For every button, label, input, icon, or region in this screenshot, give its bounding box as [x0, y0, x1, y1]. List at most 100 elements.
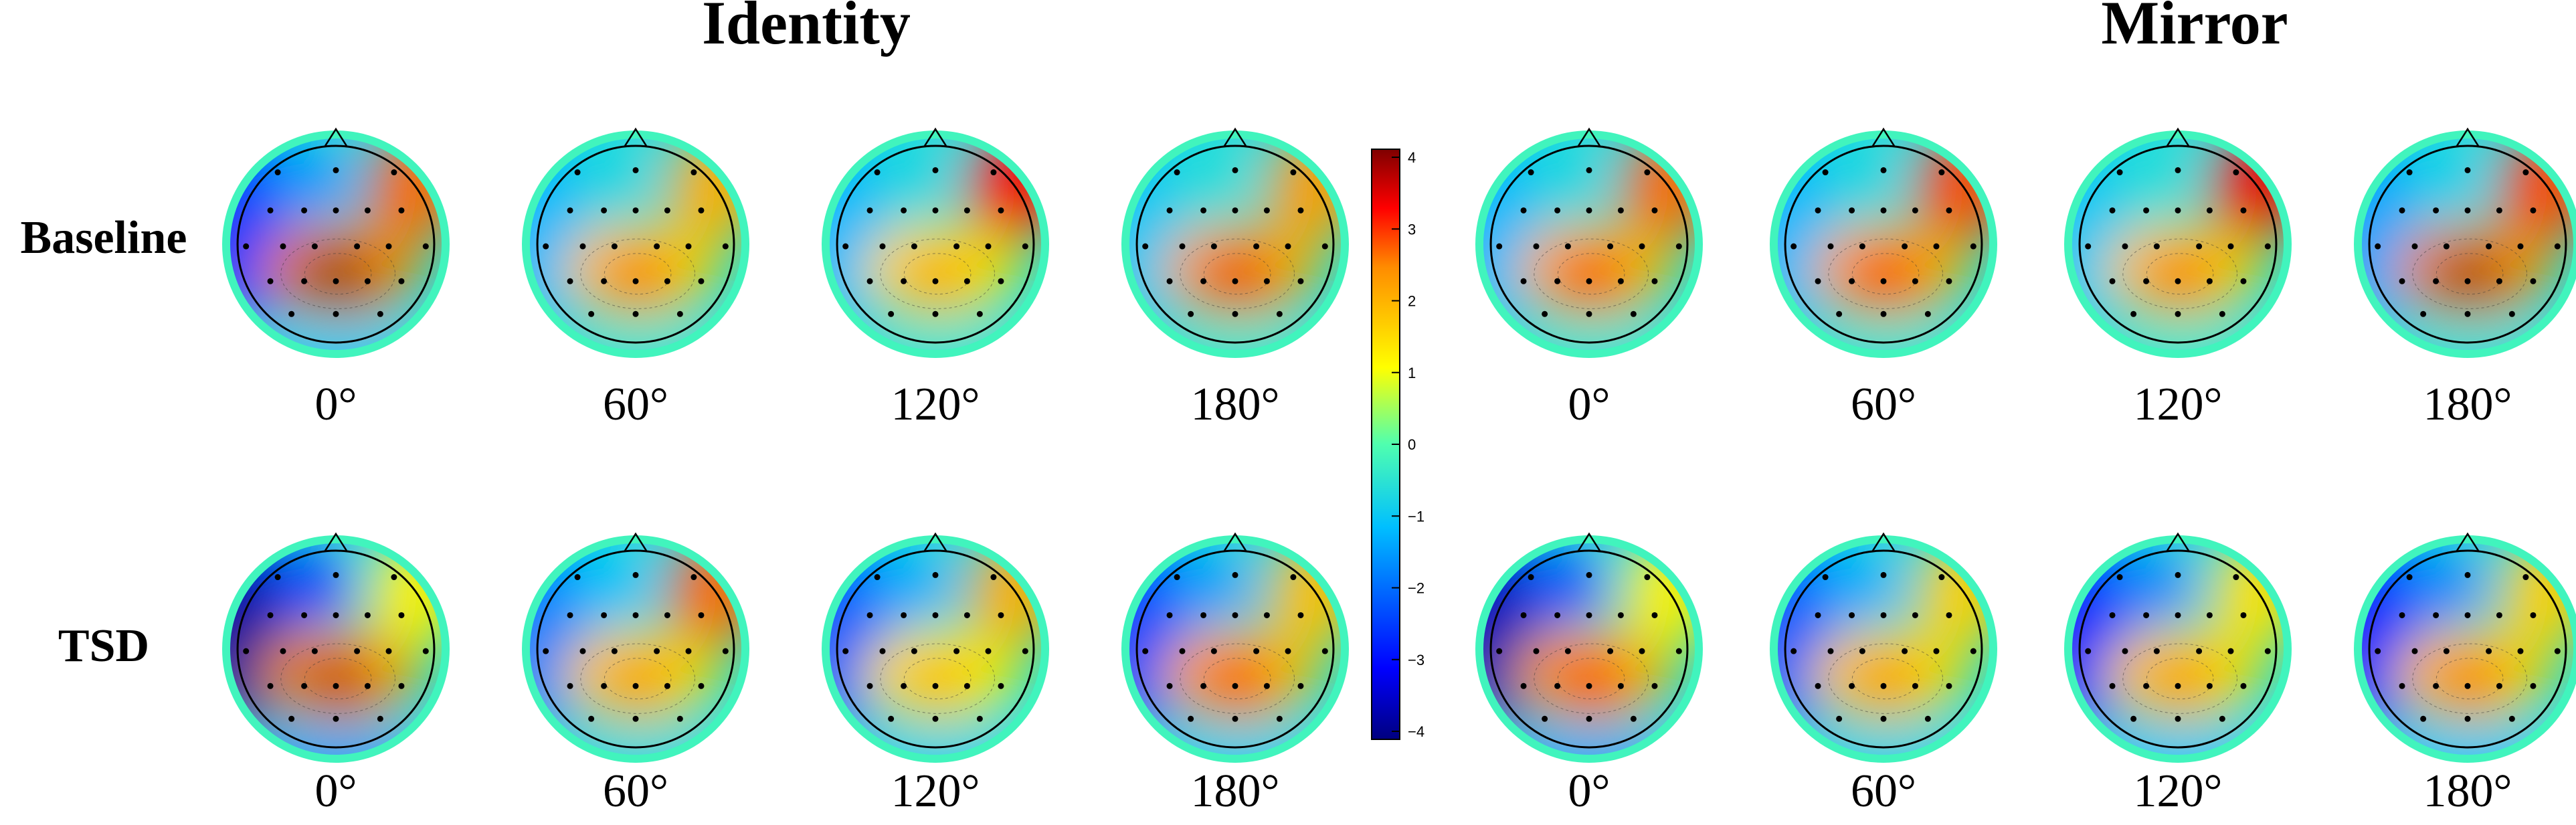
electrode: [601, 207, 608, 213]
topomap-mirror-tsd-2-nose: [2166, 532, 2190, 551]
electrode: [2508, 715, 2515, 722]
electrode: [1849, 278, 1855, 284]
electrode: [1232, 278, 1238, 284]
electrode: [267, 278, 274, 284]
electrode: [1880, 167, 1887, 173]
electrode: [2420, 715, 2427, 722]
electrode: [1263, 278, 1270, 284]
electrode: [2085, 648, 2092, 654]
electrode: [990, 169, 997, 176]
electrode: [2496, 278, 2502, 284]
electrode: [1822, 169, 1829, 176]
topomap-identity-tsd-2-angle-label: 120°: [891, 765, 980, 817]
electrode: [1651, 612, 1658, 618]
electrode: [2464, 612, 2471, 618]
electrode: [879, 648, 886, 654]
electrode: [567, 278, 573, 284]
colorbar-tick-label: −2: [1408, 580, 1424, 597]
topomap-mirror-tsd-1-electrodes: [1790, 571, 1976, 722]
electrode: [632, 310, 639, 317]
electrode: [1849, 612, 1855, 618]
electrode: [1142, 648, 1149, 654]
electrode: [1946, 612, 1952, 618]
electrode: [654, 243, 660, 250]
electrode: [2175, 207, 2181, 213]
topomap-identity-baseline-3: [1121, 127, 1349, 358]
electrode: [1815, 207, 1821, 213]
electrode: [2175, 278, 2181, 284]
electrode: [2530, 682, 2537, 689]
electrode: [2240, 207, 2247, 213]
topomap-identity-tsd-2-head-outline: [836, 549, 1035, 749]
electrode: [333, 682, 339, 689]
electrode: [632, 715, 639, 722]
electrode: [932, 167, 939, 173]
electrode: [888, 715, 895, 722]
topomap-mirror-baseline-3-peak-region: [2427, 248, 2508, 304]
topomap-mirror-baseline-1-electrodes: [1790, 167, 1976, 317]
electrode: [2406, 574, 2413, 581]
electrode: [1290, 169, 1297, 176]
electrode: [901, 612, 907, 618]
electrode: [601, 612, 608, 618]
electrode: [243, 648, 250, 654]
electrode: [1586, 207, 1592, 213]
topomap-identity-tsd-0-electrodes: [243, 571, 429, 722]
topomap-mirror-tsd-1-frontal-region: [1809, 548, 1905, 623]
electrode: [1912, 278, 1918, 284]
electrode: [1815, 682, 1821, 689]
electrode: [698, 278, 705, 284]
electrode: [1210, 243, 1217, 250]
electrode: [1166, 278, 1173, 284]
electrode: [364, 278, 371, 284]
electrode: [2496, 612, 2502, 618]
topomap-mirror-baseline-3-angle-label: 180°: [2423, 379, 2512, 430]
topomap-mirror-tsd-0-frontal-region: [1515, 548, 1611, 623]
electrode: [333, 715, 339, 722]
electrode: [301, 682, 308, 689]
electrode: [1022, 648, 1028, 654]
colorbar-tick-label: 3: [1408, 221, 1416, 238]
electrode: [601, 682, 608, 689]
electrode: [2433, 207, 2440, 213]
electrode: [879, 243, 886, 250]
electrode: [280, 648, 286, 654]
electrode: [1880, 682, 1887, 689]
colorbar-tick-label: 4: [1408, 149, 1416, 166]
electrode: [2175, 612, 2181, 618]
electrode: [567, 682, 573, 689]
electrode: [1617, 682, 1624, 689]
colorbar-tick-label: 1: [1408, 365, 1416, 381]
electrode: [1542, 310, 1548, 317]
electrode: [385, 648, 392, 654]
topomap-identity-tsd-2-nose: [923, 532, 947, 551]
electrode: [1607, 648, 1614, 654]
topomap-identity-tsd-2-electrodes: [842, 571, 1028, 722]
electrode: [2206, 612, 2213, 618]
electrode: [998, 207, 1004, 213]
electrode: [691, 169, 697, 176]
topomap-mirror-baseline-2-frontal-region: [2104, 143, 2199, 218]
electrode: [1617, 207, 1624, 213]
topomap-mirror-tsd-1-head-outline: [1784, 549, 1983, 749]
electrode: [611, 243, 618, 250]
electrode: [1290, 574, 1297, 581]
electrode: [932, 207, 939, 213]
topomap-mirror-tsd-0-nose: [1577, 532, 1601, 551]
electrode: [1188, 715, 1194, 722]
electrode: [1263, 207, 1270, 213]
topomap-mirror-tsd-3-electrodes: [2375, 571, 2561, 722]
electrode: [1859, 243, 1865, 250]
electrode: [1297, 278, 1304, 284]
electrode: [1933, 243, 1940, 250]
electrode: [543, 243, 549, 250]
electrode: [333, 571, 339, 578]
topomap-identity-tsd-3-electrodes: [1142, 571, 1328, 722]
electrode: [1520, 278, 1527, 284]
electrode: [691, 574, 697, 581]
electrode: [632, 278, 639, 284]
topomap-identity-tsd-0-angle-label: 0°: [315, 765, 357, 817]
electrode: [2530, 278, 2537, 284]
row-label-baseline: Baseline: [21, 212, 187, 264]
topomap-mirror-baseline-2-head-outline: [2078, 145, 2278, 344]
